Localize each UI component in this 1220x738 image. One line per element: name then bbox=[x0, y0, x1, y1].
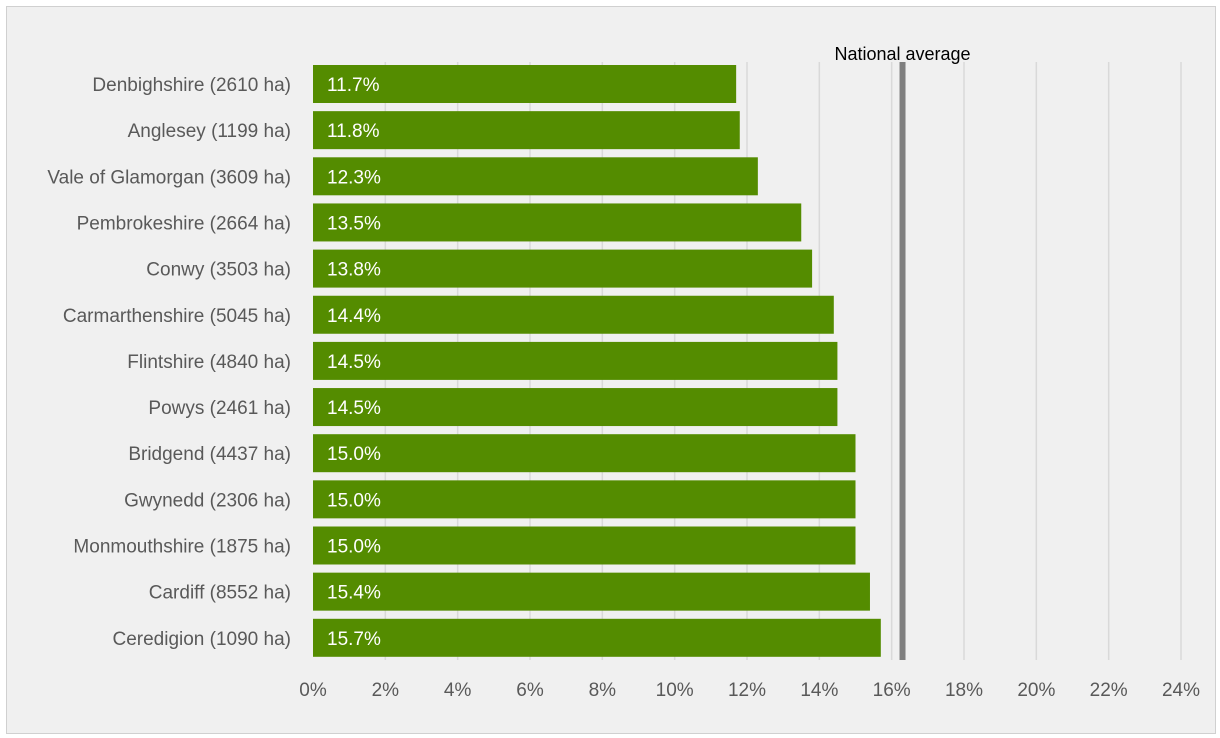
x-tick-label: 16% bbox=[873, 680, 911, 701]
x-tick-label: 12% bbox=[728, 680, 766, 701]
bar-data-label: 15.0% bbox=[327, 444, 381, 465]
category-labels: Denbighshire (2610 ha) Anglesey (1199 ha)… bbox=[47, 75, 291, 650]
bar-data-label: 14.5% bbox=[327, 352, 381, 373]
x-tick-label: 8% bbox=[589, 680, 617, 701]
bar bbox=[313, 341, 838, 380]
x-tick-label: 2% bbox=[372, 680, 400, 701]
category-label: Ceredigion (1090 ha) bbox=[112, 629, 291, 650]
category-label: Pembrokeshire (2664 ha) bbox=[77, 213, 291, 234]
bars bbox=[313, 65, 881, 657]
bar-data-label: 12.3% bbox=[327, 167, 381, 188]
bar-data-label: 15.0% bbox=[327, 537, 381, 558]
bar bbox=[313, 203, 802, 242]
national-average-marker: National average bbox=[834, 44, 971, 660]
bar-data-label: 15.0% bbox=[327, 490, 381, 511]
category-label: Flintshire (4840 ha) bbox=[127, 352, 291, 373]
bar-data-label: 14.5% bbox=[327, 398, 381, 419]
bar bbox=[313, 526, 856, 565]
category-label: Gwynedd (2306 ha) bbox=[124, 490, 291, 511]
category-label: Anglesey (1199 ha) bbox=[128, 121, 291, 142]
x-tick-label: 10% bbox=[656, 680, 694, 701]
x-axis-tick-labels: 0% 2% 4% 6% 8% 10% 12% 14% 16% 18% 20% 22% 24% bbox=[299, 680, 1200, 701]
x-tick-label: 14% bbox=[800, 680, 838, 701]
bar bbox=[313, 157, 758, 196]
national-average-label: National average bbox=[834, 44, 970, 64]
bar bbox=[313, 65, 737, 103]
bar-data-label: 15.4% bbox=[327, 583, 381, 604]
category-label: Monmouthshire (1875 ha) bbox=[73, 537, 291, 558]
bar bbox=[313, 618, 881, 657]
x-tick-label: 22% bbox=[1090, 680, 1128, 701]
x-tick-label: 4% bbox=[444, 680, 472, 701]
bar bbox=[313, 249, 813, 288]
bar bbox=[313, 572, 870, 611]
bar bbox=[313, 295, 834, 334]
category-label: Cardiff (8552 ha) bbox=[149, 583, 291, 604]
x-tick-label: 18% bbox=[945, 680, 983, 701]
bar-data-label: 15.7% bbox=[327, 629, 381, 650]
bar-data-label: 13.8% bbox=[327, 260, 381, 281]
bar bbox=[313, 388, 838, 427]
category-label: Denbighshire (2610 ha) bbox=[92, 75, 291, 96]
category-label: Carmarthenshire (5045 ha) bbox=[63, 306, 291, 327]
bar bbox=[313, 111, 740, 150]
category-label: Powys (2461 ha) bbox=[148, 398, 291, 419]
x-tick-label: 20% bbox=[1017, 680, 1055, 701]
x-tick-label: 0% bbox=[299, 680, 327, 701]
bar bbox=[313, 434, 856, 473]
bar bbox=[313, 480, 856, 519]
bar-data-label: 13.5% bbox=[327, 213, 381, 234]
category-label: Conwy (3503 ha) bbox=[146, 260, 291, 281]
category-label: Bridgend (4437 ha) bbox=[128, 444, 291, 465]
x-tick-label: 6% bbox=[516, 680, 544, 701]
x-tick-label: 24% bbox=[1162, 680, 1200, 701]
bar-data-label: 11.7% bbox=[327, 75, 380, 96]
bar-data-label: 14.4% bbox=[327, 306, 381, 327]
category-label: Vale of Glamorgan (3609 ha) bbox=[47, 167, 291, 188]
bar-data-label: 11.8% bbox=[327, 121, 380, 142]
data-labels: 11.7% 11.8% 12.3% 13.5% 13.8% 14.4% 14.5% 14.5%… bbox=[327, 75, 381, 650]
